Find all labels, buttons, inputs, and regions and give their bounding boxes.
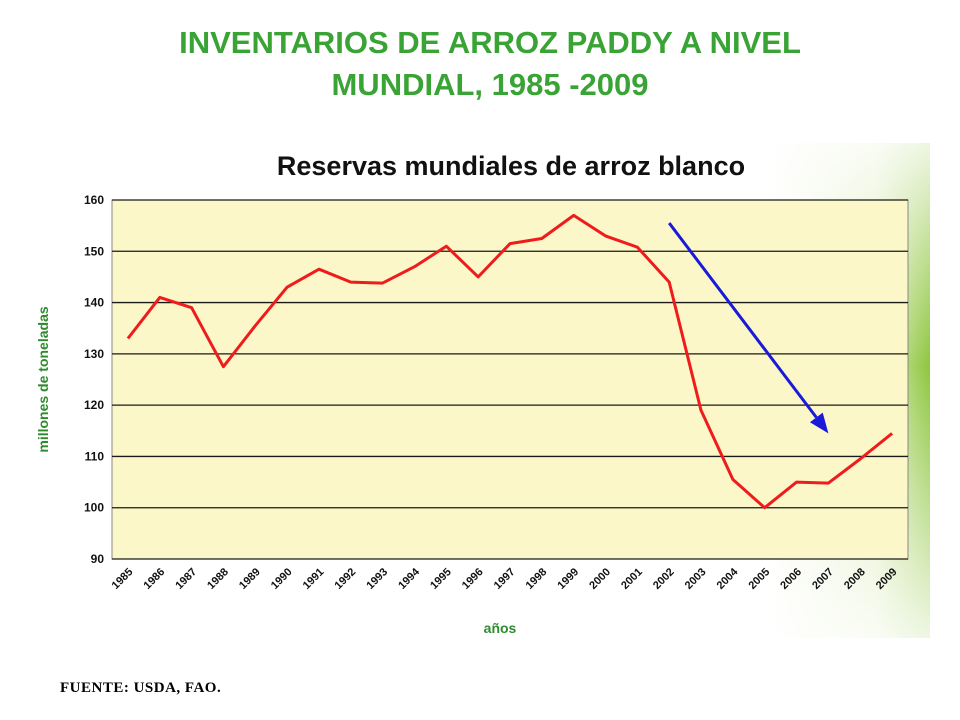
- chart-title: Reservas mundiales de arroz blanco: [277, 151, 745, 181]
- y-tick-label: 140: [84, 296, 104, 310]
- slide-title: INVENTARIOS DE ARROZ PADDY A NIVEL MUNDI…: [80, 22, 900, 106]
- slide-title-line-2: MUNDIAL, 1985 -2009: [331, 67, 649, 102]
- y-tick-label: 160: [84, 193, 104, 207]
- x-axis-label: años: [484, 620, 517, 636]
- y-axis-label: millones de toneladas: [35, 306, 51, 452]
- slide-title-line-1: INVENTARIOS DE ARROZ PADDY A NIVEL: [179, 25, 801, 60]
- source-note: FUENTE: USDA, FAO.: [60, 680, 222, 696]
- chart-panel: Reservas mundiales de arroz blanco 90 100…: [30, 143, 930, 638]
- y-tick-label: 130: [84, 347, 104, 361]
- y-axis-ticks: 90 100 110 120 130 140 150 160: [84, 193, 104, 566]
- series-line: [126, 213, 894, 510]
- trend-arrow: [668, 222, 818, 419]
- y-tick-label: 100: [84, 501, 104, 515]
- line-chart: Reservas mundiales de arroz blanco 90 100…: [30, 143, 930, 638]
- y-tick-label: 110: [85, 449, 105, 463]
- y-tick-label: 150: [84, 244, 104, 258]
- gridlines: [112, 199, 908, 560]
- y-tick-label: 120: [84, 398, 104, 412]
- y-tick-label: 90: [91, 552, 105, 566]
- trend-arrow-head: [809, 412, 829, 434]
